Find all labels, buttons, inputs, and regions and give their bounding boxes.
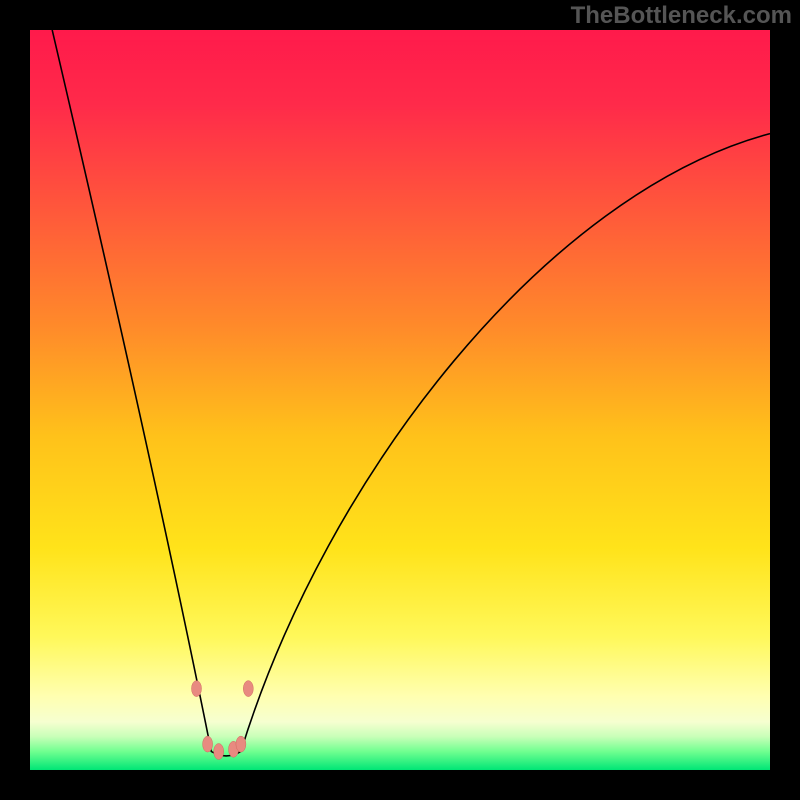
bottleneck-chart: [0, 0, 800, 800]
watermark-text: TheBottleneck.com: [571, 2, 792, 30]
chart-frame: TheBottleneck.com: [0, 0, 800, 800]
